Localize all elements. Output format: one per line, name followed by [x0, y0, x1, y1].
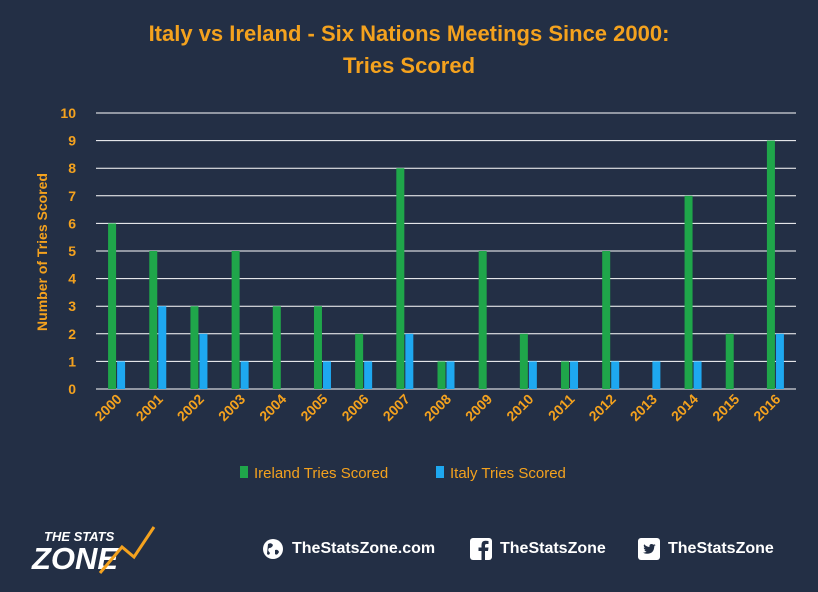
footer: THE STATS ZONE TheStatsZone.com TheStats…: [0, 515, 818, 585]
chart-title: Italy vs Ireland - Six Nations Meetings …: [0, 18, 818, 82]
x-tick-label: 2014: [668, 391, 701, 424]
bar-ireland: [725, 333, 734, 389]
x-tick-label: 2015: [709, 391, 742, 424]
bar-ireland: [437, 361, 446, 389]
bar-ireland: [190, 306, 199, 389]
twitter-link[interactable]: TheStatsZone: [638, 537, 774, 561]
chart-title-line-2: Tries Scored: [342, 53, 476, 78]
x-tick-label: 2005: [297, 391, 330, 424]
y-tick-label: 3: [68, 298, 76, 314]
y-tick-label: 6: [68, 215, 76, 231]
x-tick-label: 2007: [380, 391, 413, 424]
y-tick-label: 0: [68, 381, 76, 397]
x-tick-label: 2011: [545, 391, 578, 424]
chart-title-line-1: Italy vs Ireland - Six Nations Meetings …: [148, 21, 670, 46]
x-tick-label: 2006: [338, 391, 371, 424]
bar-ireland: [231, 251, 240, 389]
x-tick-label: 2013: [627, 391, 660, 424]
twitter-icon: [638, 538, 660, 560]
stats-zone-logo: THE STATS ZONE: [31, 526, 156, 575]
bar-italy: [693, 361, 702, 389]
bar-italy: [240, 361, 249, 389]
facebook-link[interactable]: TheStatsZone: [470, 537, 606, 561]
legend-swatch: [240, 466, 248, 478]
bar-italy: [405, 333, 414, 389]
logo-text-top: THE STATS: [44, 529, 115, 544]
y-tick-label: 4: [68, 271, 76, 287]
x-tick-label: 2003: [215, 391, 248, 424]
bar-ireland: [602, 251, 611, 389]
y-tick-label: 5: [68, 243, 76, 259]
y-tick-label: 1: [68, 353, 76, 369]
legend-label: Ireland Tries Scored: [254, 465, 388, 482]
bar-chart: 0 1 2 3 4 5 6 7 8 9 10 Number of Tries Scored 2000 20…: [34, 105, 796, 482]
bar-ireland: [313, 306, 322, 389]
x-tick-label: 2016: [750, 391, 783, 424]
bar-ireland: [519, 333, 528, 389]
x-tick-label: 2004: [256, 391, 289, 424]
x-tick-label: 2009: [462, 391, 495, 424]
y-tick-label: 10: [60, 105, 76, 121]
y-tick-label: 2: [68, 326, 76, 342]
legend-label: Italy Tries Scored: [450, 465, 566, 482]
bar-italy: [158, 306, 167, 389]
website-link[interactable]: TheStatsZone.com: [262, 537, 435, 561]
bar-italy: [199, 333, 208, 389]
x-tick-label: 2002: [174, 391, 207, 424]
website-text: TheStatsZone.com: [292, 540, 436, 557]
bar-ireland: [478, 251, 487, 389]
bar-ireland: [561, 361, 570, 389]
y-tick-label: 7: [68, 188, 76, 204]
bar-italy: [611, 361, 620, 389]
bar-italy: [446, 361, 455, 389]
bar-italy: [364, 361, 373, 389]
globe-icon: [263, 539, 283, 559]
bar-italy: [652, 361, 661, 389]
bar-ireland: [108, 223, 117, 389]
y-axis-label: Number of Tries Scored: [34, 173, 50, 331]
x-tick-label: 2010: [503, 391, 536, 424]
bar-italy: [528, 361, 537, 389]
y-tick-label: 9: [68, 133, 76, 149]
twitter-text: TheStatsZone: [668, 540, 774, 557]
x-tick-label: 2008: [421, 391, 454, 424]
x-tick-label: 2012: [585, 391, 618, 424]
legend-swatch: [436, 466, 444, 478]
bar-italy: [117, 361, 126, 389]
bar-ireland: [149, 251, 158, 389]
y-tick-label: 8: [68, 160, 76, 176]
logo-text-bottom: ZONE: [31, 541, 119, 575]
facebook-icon: [470, 538, 492, 560]
bar-italy: [570, 361, 579, 389]
bar-ireland: [355, 333, 364, 389]
bar-ireland: [396, 168, 405, 389]
bar-italy: [775, 333, 784, 389]
facebook-text: TheStatsZone: [500, 540, 606, 557]
bar-ireland: [684, 195, 693, 389]
x-tick-label: 2001: [133, 391, 166, 424]
bar-italy: [322, 361, 331, 389]
bar-ireland: [766, 140, 775, 389]
bar-ireland: [272, 306, 281, 389]
x-tick-label: 2000: [91, 391, 124, 424]
